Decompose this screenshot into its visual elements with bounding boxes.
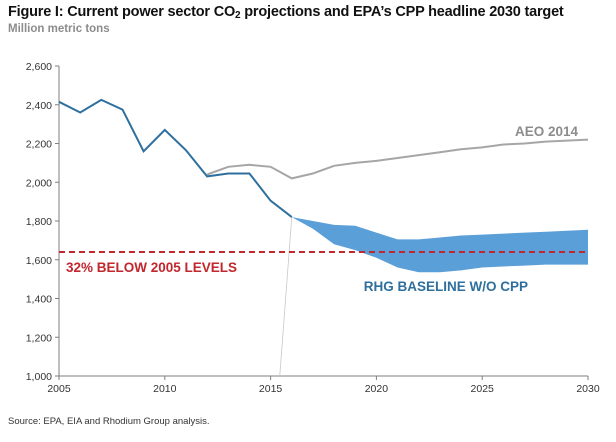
y-tick-label: 1,000 — [26, 371, 52, 383]
y-axis-label: Million metric tons — [8, 23, 110, 35]
y-tick-label: 2,400 — [26, 100, 52, 112]
source-note: Source: EPA, EIA and Rhodium Group analy… — [8, 416, 210, 427]
x-tick-label: 2030 — [576, 383, 600, 395]
rhg-baseline-band — [291, 217, 588, 273]
x-axis: 2005 2010 2015 2020 2025 2030 — [47, 376, 600, 395]
leader-line — [279, 217, 293, 377]
y-tick-label: 1,200 — [26, 332, 52, 344]
y-tick-label: 1,800 — [26, 216, 52, 228]
y-axis: 1,000 1,200 1,400 1,600 1,800 2,000 2,200 2,400… — [26, 61, 59, 383]
aeo-2014-series-line — [206, 138, 589, 180]
y-tick-label: 2,600 — [26, 61, 52, 73]
x-tick-label: 2015 — [259, 383, 283, 395]
target-label: 32% BELOW 2005 LEVELS — [66, 260, 237, 275]
y-tick-label: 1,600 — [26, 255, 52, 267]
y-tick-label: 2,200 — [26, 139, 52, 151]
aeo-2014-label: AEO 2014 — [515, 124, 579, 139]
y-tick-label: 2,000 — [26, 177, 52, 189]
x-tick-label: 2020 — [365, 383, 389, 395]
x-tick-label: 2005 — [47, 383, 71, 395]
historical-series-line — [58, 98, 293, 218]
x-tick-label: 2025 — [471, 383, 495, 395]
y-tick-label: 1,400 — [26, 294, 52, 306]
rhg-baseline-label: RHG BASELINE W/O CPP — [364, 279, 528, 294]
chart-title: Figure I: Current power sector CO2 proje… — [8, 4, 564, 21]
x-tick-label: 2010 — [153, 383, 177, 395]
